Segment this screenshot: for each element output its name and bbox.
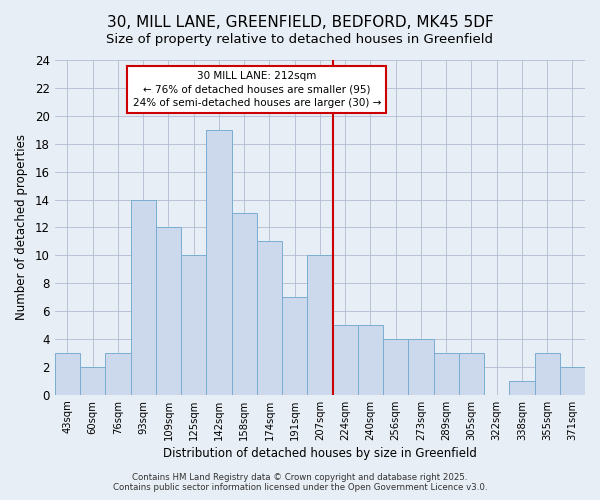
Bar xyxy=(560,367,585,395)
Bar xyxy=(332,325,358,395)
Bar xyxy=(383,339,408,395)
Bar xyxy=(282,297,307,395)
Y-axis label: Number of detached properties: Number of detached properties xyxy=(15,134,28,320)
Bar xyxy=(509,381,535,395)
Bar xyxy=(206,130,232,395)
Text: Contains HM Land Registry data © Crown copyright and database right 2025.
Contai: Contains HM Land Registry data © Crown c… xyxy=(113,473,487,492)
Bar xyxy=(434,353,459,395)
Bar xyxy=(358,325,383,395)
Bar xyxy=(55,353,80,395)
Text: 30, MILL LANE, GREENFIELD, BEDFORD, MK45 5DF: 30, MILL LANE, GREENFIELD, BEDFORD, MK45… xyxy=(107,15,493,30)
Text: 30 MILL LANE: 212sqm
← 76% of detached houses are smaller (95)
24% of semi-detac: 30 MILL LANE: 212sqm ← 76% of detached h… xyxy=(133,71,381,108)
Bar xyxy=(131,200,156,395)
Bar xyxy=(307,256,332,395)
Bar xyxy=(408,339,434,395)
Bar xyxy=(535,353,560,395)
Bar xyxy=(232,214,257,395)
Bar xyxy=(181,256,206,395)
Bar xyxy=(156,228,181,395)
Bar xyxy=(106,353,131,395)
X-axis label: Distribution of detached houses by size in Greenfield: Distribution of detached houses by size … xyxy=(163,447,477,460)
Bar xyxy=(80,367,106,395)
Bar xyxy=(459,353,484,395)
Bar xyxy=(257,242,282,395)
Text: Size of property relative to detached houses in Greenfield: Size of property relative to detached ho… xyxy=(107,32,493,46)
